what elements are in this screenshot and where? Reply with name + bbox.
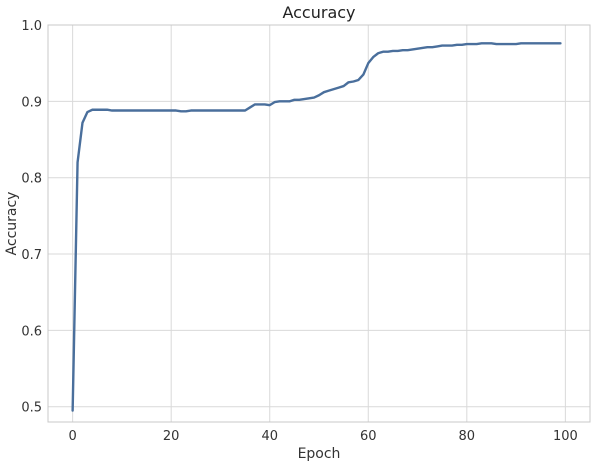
x-tick-label: 100 [553, 429, 578, 444]
y-axis-title: Accuracy [4, 192, 20, 256]
x-axis-title: Epoch [298, 446, 341, 462]
y-axis-ticks: 0.5 0.6 0.7 0.8 0.9 1.0 [21, 19, 42, 416]
chart-title: Accuracy [282, 3, 355, 22]
x-tick-label: 40 [261, 429, 278, 444]
x-tick-label: 20 [163, 429, 180, 444]
grid [48, 24, 590, 422]
y-tick-label: 0.6 [21, 324, 42, 339]
series-layer [71, 42, 562, 412]
y-tick-label: 0.5 [21, 401, 42, 416]
y-tick-label: 1.0 [21, 19, 42, 34]
series-line-0 [71, 42, 562, 412]
x-tick-label: 60 [360, 429, 377, 444]
plot-frame [47, 24, 591, 423]
x-axis-ticks: 0 20 40 60 80 100 [68, 429, 577, 444]
x-tick-label: 80 [459, 429, 476, 444]
y-tick-label: 0.8 [21, 172, 42, 187]
y-tick-label: 0.7 [21, 248, 42, 263]
y-tick-label: 0.9 [21, 95, 42, 110]
x-tick-label: 0 [68, 429, 76, 444]
